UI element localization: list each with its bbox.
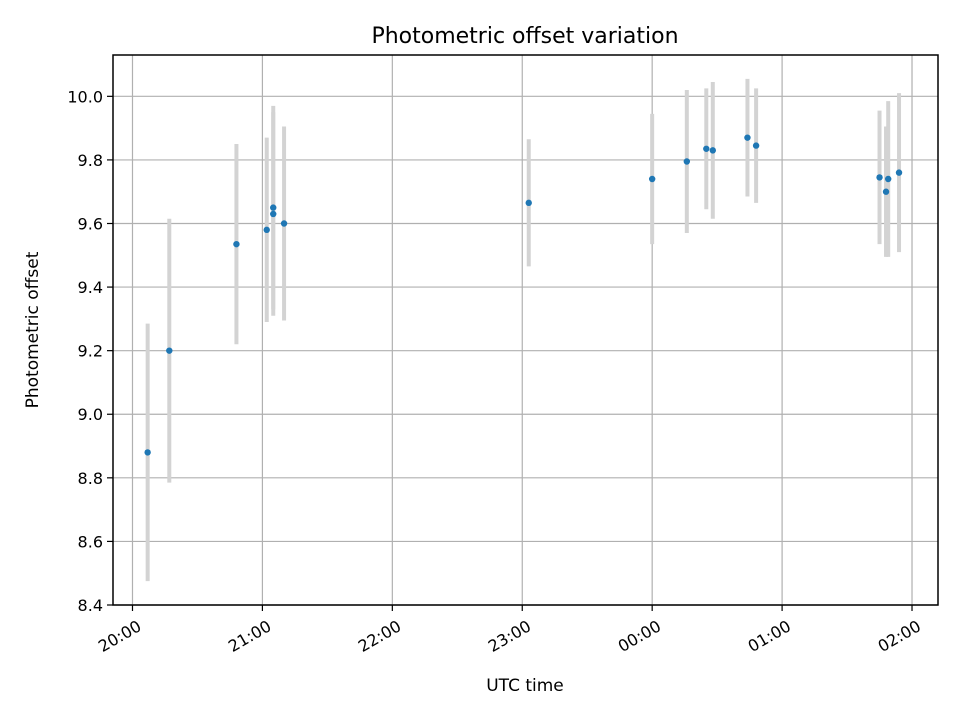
data-point [744, 134, 751, 141]
data-point [144, 449, 151, 456]
y-tick-label: 8.6 [78, 532, 103, 551]
y-tick-label: 8.8 [78, 469, 103, 488]
data-point [752, 142, 760, 149]
data-point [166, 347, 173, 354]
data-point [876, 174, 883, 181]
x-tick-label: 00:00 [615, 616, 664, 656]
grid-lines [113, 55, 938, 606]
data-point [263, 226, 270, 234]
data-point [280, 220, 288, 227]
x-tick-label: 23:00 [485, 616, 534, 656]
data-point [683, 158, 691, 165]
data-point [884, 175, 892, 183]
error-bars [145, 78, 902, 582]
chart-title: Photometric offset variation [371, 24, 678, 49]
y-tick-label: 9.2 [78, 342, 103, 361]
data-point [270, 210, 277, 218]
y-axis-ticks: 8.4 8.6 8.8 9.0 9.2 9.4 9.6 9.8 10.0 [67, 87, 113, 615]
data-point [648, 175, 656, 183]
y-tick-label: 9.0 [78, 405, 103, 424]
data-point [882, 188, 890, 195]
data-point [703, 145, 710, 152]
plot-frame [112, 54, 939, 606]
y-tick-label: 10.0 [67, 87, 103, 106]
data-point [270, 204, 277, 211]
x-axis-label: UTC time [486, 676, 564, 696]
x-tick-label: 22:00 [355, 616, 404, 656]
data-point [233, 240, 240, 248]
y-tick-label: 9.4 [78, 278, 103, 297]
x-tick-label: 20:00 [95, 616, 144, 656]
x-axis-ticks: 20:00 21:00 22:00 23:00 00:00 01:00 02:00 [95, 605, 924, 656]
data-points [144, 134, 903, 456]
data-point [709, 147, 717, 154]
x-tick-label: 01:00 [745, 616, 794, 656]
x-tick-label: 21:00 [225, 616, 274, 656]
x-tick-label: 02:00 [875, 616, 924, 656]
y-axis-label: Photometric offset [23, 251, 43, 408]
data-point [525, 199, 532, 207]
data-point [895, 169, 903, 176]
y-tick-label: 9.6 [78, 214, 103, 233]
y-tick-label: 9.8 [78, 151, 103, 170]
y-tick-label: 8.4 [78, 596, 103, 615]
